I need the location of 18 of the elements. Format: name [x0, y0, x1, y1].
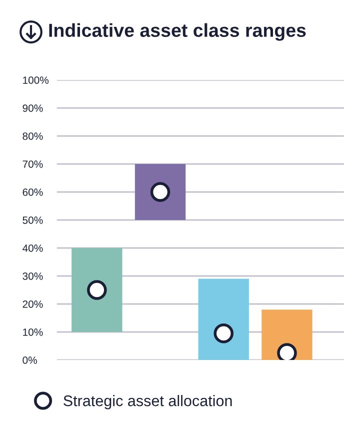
y-tick-label: 60%: [22, 188, 43, 196]
y-tick-label: 90%: [22, 104, 43, 112]
y-tick-label: 50%: [22, 216, 43, 224]
bar: [198, 278, 249, 360]
legend-label: Strategic asset allocation: [64, 395, 232, 410]
y-tick-label: 0%: [22, 356, 37, 364]
y-tick-label: 70%: [22, 160, 43, 168]
point: [277, 343, 297, 360]
y-tick-label: 40%: [22, 244, 43, 252]
y-tick-label: 80%: [22, 132, 43, 140]
chart-title: Indicative asset class ranges: [49, 23, 306, 41]
y-tick-label: 10%: [23, 328, 43, 336]
bar: [72, 248, 122, 332]
point: [87, 280, 107, 300]
y-tick-label: 100%: [23, 76, 49, 84]
y-tick-label: 30%: [22, 272, 43, 280]
y-tick-label: 20%: [22, 300, 43, 308]
point: [214, 324, 234, 344]
